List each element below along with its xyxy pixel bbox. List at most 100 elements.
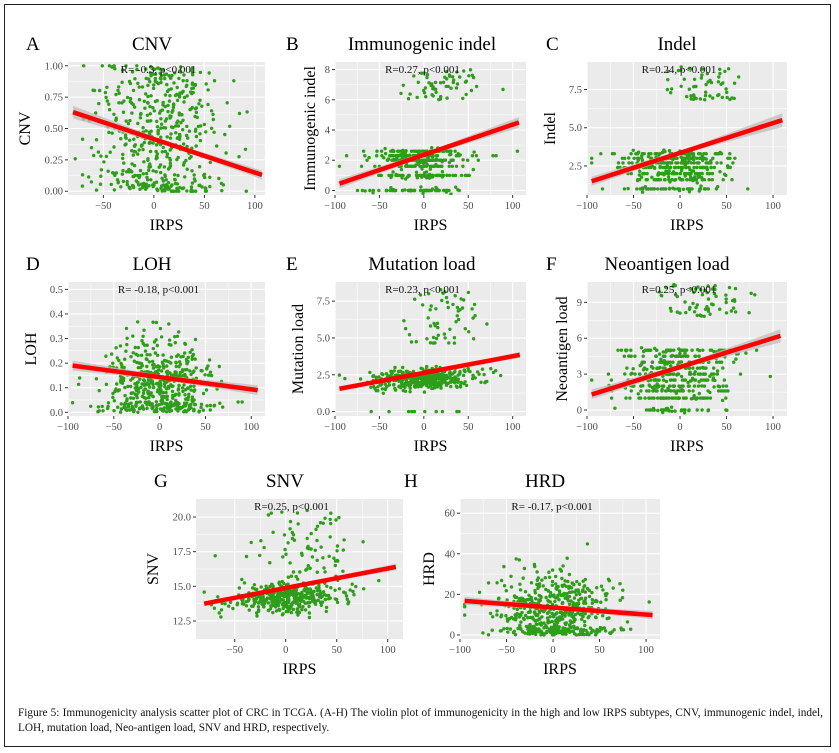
data-point: [306, 564, 310, 568]
data-point: [659, 357, 663, 361]
data-point: [269, 604, 273, 608]
data-point: [185, 79, 189, 83]
data-point: [471, 167, 475, 172]
data-point: [148, 65, 153, 69]
data-point: [652, 165, 657, 170]
data-point: [670, 396, 674, 400]
data-point: [472, 302, 477, 307]
y-tick-label: 5.0: [569, 123, 582, 134]
data-point: [421, 303, 425, 307]
data-point: [152, 109, 156, 113]
data-point: [456, 188, 460, 192]
data-point: [629, 348, 633, 352]
x-axis-title: IRPS: [414, 217, 448, 234]
data-point: [683, 300, 687, 304]
data-point: [312, 597, 316, 601]
data-point: [445, 96, 449, 100]
data-point: [603, 629, 608, 633]
data-point: [105, 99, 110, 103]
y-axis-title: CNV: [17, 111, 34, 145]
data-point: [181, 79, 185, 83]
data-point: [530, 631, 534, 635]
data-point: [283, 547, 287, 552]
data-point: [660, 408, 664, 412]
data-point: [518, 582, 522, 586]
data-point: [744, 351, 748, 355]
data-point: [577, 590, 581, 594]
data-point: [645, 389, 649, 393]
data-point: [508, 627, 513, 631]
data-point: [679, 374, 684, 379]
y-tick-label: 5.0: [317, 333, 330, 344]
scatter-chart-g: G SNV−50 0 50 10012.515.017.520.0IRPSSNVR=0.…: [145, 471, 403, 678]
data-point: [711, 96, 715, 100]
data-point: [635, 178, 640, 183]
data-point: [519, 627, 523, 631]
panel-h: H HRD −100 −50 0 50 100 0 20 40 60 IRPS HRD R= -0.17,…: [400, 465, 665, 687]
data-point: [199, 402, 204, 406]
data-point: [156, 81, 161, 86]
data-point: [639, 346, 644, 350]
data-point: [266, 513, 271, 517]
data-point: [688, 370, 692, 374]
data-point: [143, 400, 148, 405]
data-point: [130, 407, 134, 411]
data-point: [448, 327, 452, 331]
data-point: [183, 388, 188, 392]
data-point: [599, 152, 603, 156]
data-point: [336, 559, 340, 563]
data-point: [420, 149, 424, 153]
data-point: [78, 376, 82, 380]
data-point: [295, 610, 299, 615]
data-point: [322, 566, 326, 570]
data-point: [159, 398, 164, 402]
data-point: [768, 374, 772, 379]
data-point: [542, 632, 546, 636]
data-point: [706, 284, 710, 288]
data-point: [454, 164, 459, 168]
data-point: [713, 152, 717, 156]
data-point: [300, 553, 304, 557]
data-point: [721, 81, 725, 85]
data-point: [190, 86, 194, 91]
chart-title: CNV: [132, 34, 172, 55]
data-point: [679, 68, 683, 73]
data-point: [560, 576, 564, 581]
data-point: [145, 353, 149, 357]
data-point: [161, 362, 165, 366]
data-point: [486, 581, 491, 585]
data-point: [329, 511, 333, 515]
data-point: [466, 366, 470, 371]
y-tick-label: 12.5: [173, 616, 191, 627]
data-point: [112, 112, 116, 117]
data-point: [703, 98, 707, 102]
data-point: [664, 379, 669, 384]
data-point: [545, 611, 550, 616]
data-point: [122, 376, 126, 380]
data-point: [409, 188, 414, 193]
panel-letter: C: [546, 34, 559, 55]
data-point: [121, 152, 125, 157]
data-point: [528, 610, 532, 614]
data-point: [666, 360, 670, 364]
data-point: [161, 353, 165, 357]
data-point: [749, 291, 753, 295]
regression-line: [72, 110, 263, 178]
data-point: [706, 187, 710, 191]
data-point: [701, 165, 705, 170]
y-tick-label: 20: [445, 590, 456, 601]
data-point: [731, 161, 735, 165]
data-point: [373, 164, 377, 168]
data-point: [159, 74, 164, 78]
data-point: [308, 600, 312, 605]
data-point: [393, 388, 398, 392]
data-point: [583, 623, 587, 628]
data-point: [622, 187, 627, 191]
data-point: [130, 70, 135, 74]
data-point: [604, 598, 608, 602]
data-point: [518, 588, 523, 592]
data-point: [686, 384, 691, 388]
data-point: [186, 355, 190, 359]
data-point: [167, 342, 171, 347]
